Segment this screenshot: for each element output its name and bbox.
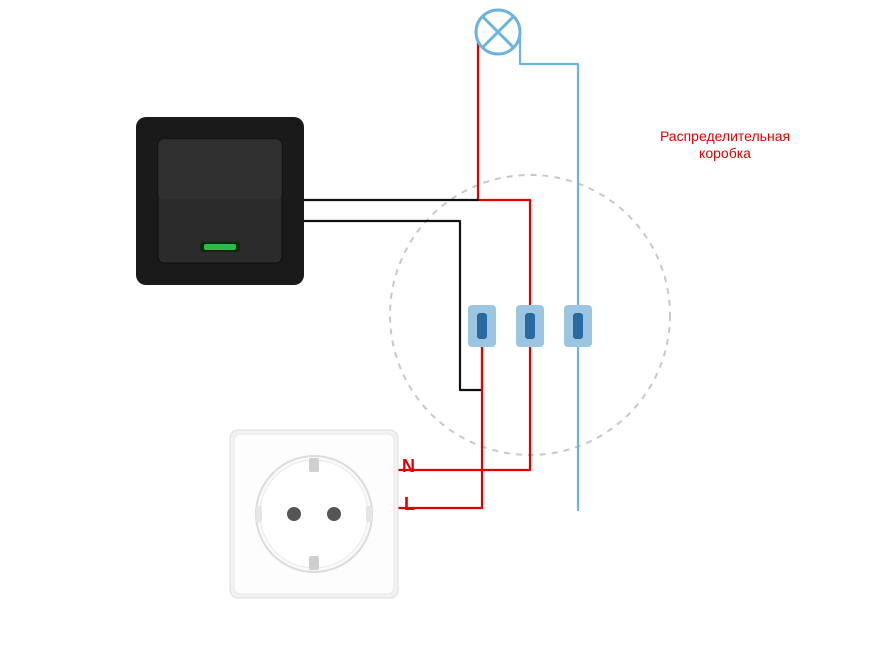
l-label: L <box>404 494 415 516</box>
n-label: N <box>402 456 415 478</box>
terminal-blocks <box>468 305 592 347</box>
wire-terminal3-lamp <box>520 36 578 305</box>
n-label-text: N <box>402 456 415 476</box>
terminal-2 <box>516 305 544 347</box>
terminal-1 <box>468 305 496 347</box>
l-label-text: L <box>404 494 415 514</box>
junction-box-label: Распределительнаякоробка <box>640 128 810 162</box>
wire-terminal2-lamp <box>478 36 530 305</box>
wire-N-socket-terminal2 <box>398 347 530 470</box>
wall-switch <box>136 117 304 285</box>
junction-box-label-text: Распределительнаякоробка <box>660 128 790 161</box>
wire-switch-bottom <box>304 221 482 390</box>
lamp-symbol <box>476 10 520 54</box>
terminal-3 <box>564 305 592 347</box>
wire-L-socket-terminal1 <box>398 347 482 508</box>
wiring-diagram <box>0 0 869 654</box>
eu-socket <box>230 430 398 598</box>
